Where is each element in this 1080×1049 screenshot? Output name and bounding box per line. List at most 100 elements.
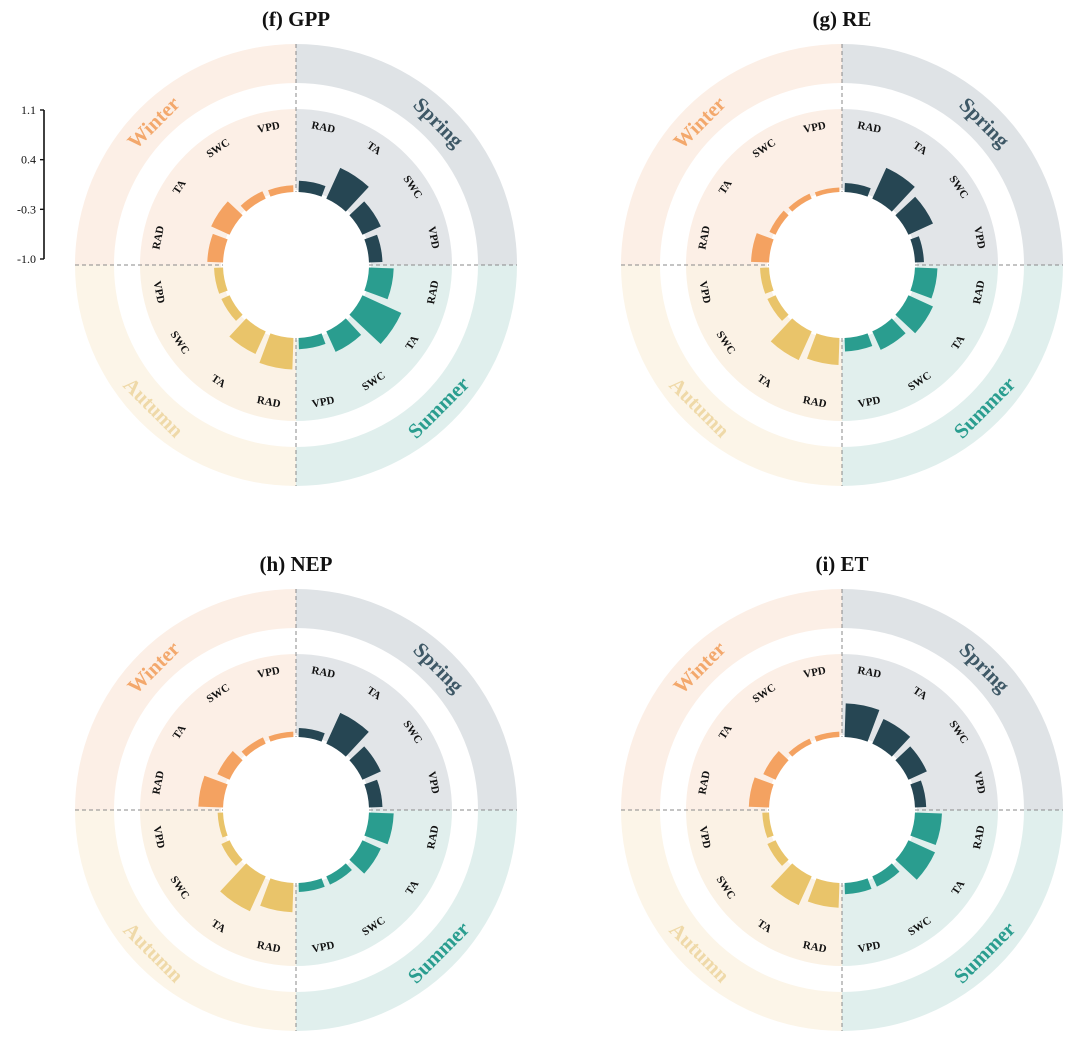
- outer-ring-winter: [75, 44, 296, 265]
- variable-label-rad: RAD: [856, 119, 882, 135]
- inner-sector-summer: [296, 265, 452, 421]
- bar-spring-vpd: [364, 234, 383, 263]
- center-hole: [769, 737, 915, 883]
- variable-label-rad: RAD: [802, 939, 828, 955]
- variable-label-rad: RAD: [971, 279, 987, 305]
- bar-winter-ta: [217, 751, 243, 780]
- variable-label-vpd: VPD: [311, 394, 336, 410]
- bar-spring-swc: [349, 746, 381, 780]
- bar-spring-vpd: [364, 779, 383, 808]
- scale-tick-label: 0.4: [21, 153, 36, 167]
- bar-spring-rad: [298, 180, 326, 197]
- variable-label-rad: RAD: [425, 824, 441, 850]
- variable-label-vpd: VPD: [425, 225, 441, 250]
- bar-winter-ta: [769, 210, 789, 235]
- inner-sector-autumn: [140, 810, 296, 966]
- bar-spring-rad: [298, 728, 325, 742]
- bar-summer-swc: [872, 863, 900, 887]
- inner-sector-spring: [296, 654, 452, 810]
- inner-sector-spring: [842, 654, 998, 810]
- bar-summer-swc: [872, 318, 906, 350]
- inner-sector-spring: [842, 109, 998, 265]
- outer-ring-spring: [296, 44, 517, 265]
- bar-summer-vpd: [298, 878, 325, 892]
- bar-spring-vpd: [910, 780, 927, 808]
- inner-sector-autumn: [686, 810, 842, 966]
- outer-ring-spring: [842, 589, 1063, 810]
- bar-summer-rad: [364, 812, 394, 845]
- variable-label-rad: RAD: [256, 394, 282, 410]
- bar-winter-vpd: [268, 731, 294, 742]
- center-hole: [223, 737, 369, 883]
- inner-sector-winter: [140, 654, 296, 810]
- bar-spring-ta: [872, 719, 911, 757]
- bar-winter-rad: [207, 233, 228, 263]
- variable-label-vpd: VPD: [697, 280, 713, 305]
- bar-winter-rad: [748, 777, 774, 808]
- inner-sector-summer: [296, 810, 452, 966]
- panel-title: (i) ET: [815, 552, 868, 576]
- bar-spring-ta: [326, 167, 369, 212]
- bar-winter-rad: [198, 775, 228, 808]
- variable-label-rad: RAD: [856, 664, 882, 680]
- bar-summer-ta: [895, 295, 933, 334]
- variable-label-vpd: VPD: [311, 939, 336, 955]
- outer-ring-autumn: [75, 265, 296, 486]
- bar-winter-vpd: [814, 187, 840, 197]
- center-hole: [769, 192, 915, 338]
- bar-spring-ta: [872, 167, 915, 212]
- variable-label-vpd: VPD: [425, 770, 441, 795]
- inner-sector-summer: [842, 265, 998, 421]
- bar-autumn-rad: [807, 878, 840, 908]
- variable-label-rad: RAD: [150, 770, 166, 796]
- variable-label-rad: RAD: [971, 824, 987, 850]
- bar-winter-ta: [211, 201, 243, 235]
- panel-title: (f) GPP: [262, 7, 330, 31]
- bar-winter-swc: [788, 738, 812, 757]
- outer-ring-winter: [75, 589, 296, 810]
- bar-summer-ta: [895, 840, 936, 880]
- inner-sector-summer: [842, 810, 998, 966]
- inner-sector-autumn: [686, 265, 842, 421]
- outer-ring-winter: [621, 44, 842, 265]
- variable-label-vpd: VPD: [151, 280, 167, 305]
- scale-tick-label: 1.1: [21, 103, 36, 117]
- variable-label-rad: RAD: [310, 119, 336, 135]
- inner-sector-winter: [686, 654, 842, 810]
- outer-ring-autumn: [75, 810, 296, 1031]
- bar-autumn-ta: [770, 318, 812, 361]
- bar-summer-ta: [349, 295, 402, 344]
- variable-label-vpd: VPD: [802, 120, 827, 136]
- bar-summer-vpd: [844, 878, 872, 895]
- variable-label-vpd: VPD: [151, 825, 167, 850]
- bar-autumn-swc: [767, 840, 789, 866]
- inner-sector-winter: [140, 109, 296, 265]
- variable-label-vpd: VPD: [802, 665, 827, 681]
- inner-sector-autumn: [140, 265, 296, 421]
- bar-spring-swc: [349, 201, 381, 235]
- bar-autumn-vpd: [214, 267, 228, 294]
- bar-autumn-ta: [229, 318, 266, 354]
- inner-sector-winter: [686, 109, 842, 265]
- outer-ring-spring: [296, 589, 517, 810]
- outer-ring-autumn: [621, 265, 842, 486]
- center-hole: [223, 192, 369, 338]
- bar-autumn-rad: [259, 333, 294, 370]
- outer-ring-summer: [842, 810, 1063, 1031]
- panel-title: (h) NEP: [260, 552, 333, 576]
- bar-spring-rad: [844, 703, 880, 742]
- bar-summer-rad: [910, 812, 942, 846]
- bar-winter-vpd: [268, 185, 294, 197]
- variable-label-rad: RAD: [150, 225, 166, 251]
- bar-summer-vpd: [844, 333, 873, 352]
- bar-spring-vpd: [910, 236, 924, 263]
- outer-ring-autumn: [621, 810, 842, 1031]
- bar-spring-rad: [844, 183, 871, 197]
- outer-ring-spring: [842, 44, 1063, 265]
- outer-ring-summer: [842, 265, 1063, 486]
- scale-tick-label: -0.3: [17, 202, 36, 216]
